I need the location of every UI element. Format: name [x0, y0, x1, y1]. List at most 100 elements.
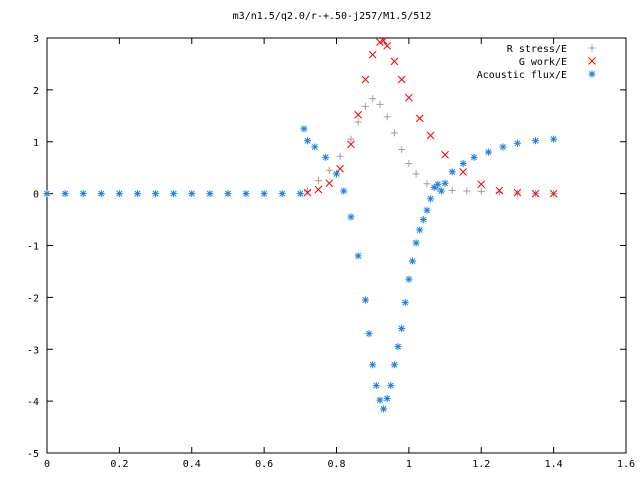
data-point [398, 325, 406, 332]
data-point [188, 190, 196, 198]
data-point [448, 168, 456, 176]
x-tick-label: 0.6 [255, 459, 273, 470]
legend-marker [588, 44, 596, 52]
y-tick-label: 0 [33, 190, 39, 201]
data-point [463, 187, 471, 195]
data-point [361, 296, 369, 304]
data-point [383, 113, 391, 121]
data-point [383, 395, 391, 403]
data-point [390, 361, 398, 369]
series-layer [43, 36, 558, 413]
data-point [303, 188, 312, 197]
data-point [426, 131, 435, 140]
x-tick-label: 0.2 [110, 459, 128, 470]
x-tick-label: 1.2 [472, 459, 490, 470]
data-point [477, 180, 486, 189]
data-point [336, 152, 344, 160]
data-point [347, 135, 355, 143]
y-tick-label: -1 [27, 242, 39, 253]
data-point [419, 216, 427, 224]
data-point [441, 179, 449, 187]
legend-marker [588, 70, 596, 78]
data-point [79, 190, 87, 198]
y-tick-label: -2 [27, 293, 39, 304]
legend-label: G work/E [519, 57, 567, 68]
x-tick-label: 1 [406, 459, 412, 470]
data-point [361, 102, 369, 110]
data-point [470, 153, 478, 161]
data-point [549, 189, 558, 198]
data-point [322, 153, 330, 161]
y-tick-label: 1 [33, 138, 39, 149]
data-point [336, 164, 344, 173]
data-point [532, 137, 540, 145]
data-point [347, 140, 355, 149]
data-point [354, 110, 363, 119]
data-point [499, 143, 507, 151]
data-point [170, 190, 178, 198]
data-point [376, 396, 384, 404]
data-point [401, 299, 409, 307]
y-tick-label: -3 [27, 345, 39, 356]
data-point [437, 187, 445, 195]
data-point [260, 190, 268, 198]
data-point [513, 188, 522, 197]
data-point [369, 361, 377, 369]
data-point [43, 190, 51, 198]
data-point [333, 170, 340, 178]
data-point [441, 150, 449, 159]
data-point [387, 382, 395, 390]
data-point [325, 179, 334, 188]
data-point [550, 135, 558, 143]
data-point [459, 167, 468, 176]
data-point [368, 50, 377, 59]
data-point [314, 185, 323, 194]
series-2 [43, 125, 558, 413]
legend-marker [588, 57, 596, 65]
legend: R stress/E G work/E Acoustic flux/E [477, 44, 596, 81]
y-tick-label: 2 [33, 86, 39, 97]
data-point [296, 190, 304, 198]
x-tick-label: 0 [44, 459, 50, 470]
data-point [347, 213, 355, 221]
x-tick-label: 1.4 [545, 459, 563, 470]
data-point [354, 118, 362, 126]
data-point [224, 190, 232, 198]
data-point [376, 100, 384, 108]
data-point [390, 129, 398, 137]
data-point [390, 57, 399, 66]
data-point [434, 180, 442, 188]
data-point [495, 186, 504, 195]
data-point [325, 166, 333, 174]
y-tick-label: -4 [27, 397, 39, 408]
y-tick-label: -5 [27, 449, 39, 460]
data-point [405, 160, 413, 168]
series-0 [304, 95, 558, 198]
data-point [304, 137, 312, 145]
data-point [115, 190, 123, 198]
data-point [152, 190, 160, 198]
data-point [340, 187, 348, 195]
data-point [61, 190, 69, 198]
data-point [314, 177, 322, 185]
data-point [412, 170, 420, 178]
data-point [361, 75, 370, 84]
chart-title: m3/n1.5/q2.0/r-+.50-j257/M1.5/512 [233, 11, 432, 22]
x-tick-label: 1.6 [617, 459, 635, 470]
data-point [372, 382, 380, 390]
data-point [383, 41, 392, 50]
data-point [405, 275, 413, 283]
data-point [304, 187, 312, 195]
data-point [379, 36, 388, 45]
data-point [423, 180, 431, 188]
data-point [365, 330, 373, 338]
x-tick-label: 0.8 [327, 459, 345, 470]
data-point [394, 343, 402, 351]
data-point [397, 75, 406, 84]
x-tick-label: 0.4 [183, 459, 201, 470]
data-point [300, 125, 308, 133]
series-1 [303, 36, 558, 198]
data-point [531, 189, 540, 198]
data-point [369, 95, 377, 103]
